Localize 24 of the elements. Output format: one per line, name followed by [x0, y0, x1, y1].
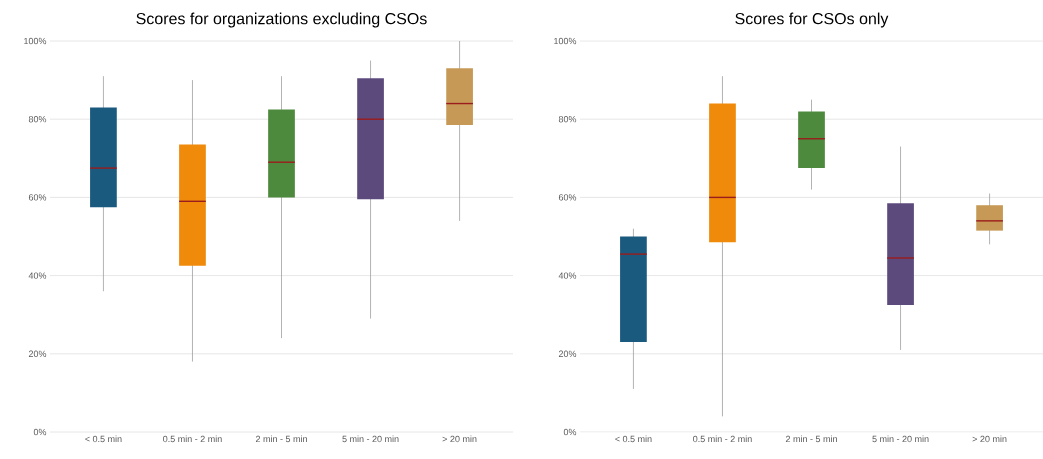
- x-tick-label: 5 min - 20 min: [872, 435, 929, 443]
- y-tick-label: 80%: [558, 116, 577, 123]
- y-tick-label: 60%: [558, 194, 577, 201]
- y-tick-label: 40%: [28, 272, 47, 279]
- x-tick-label: < 0.5 min: [615, 435, 652, 443]
- y-tick-label: 20%: [28, 350, 47, 357]
- y-tick-label: 0%: [33, 428, 47, 436]
- y-tick-label: 100%: [554, 37, 577, 45]
- y-tick-label: 60%: [28, 194, 47, 201]
- x-tick-label: > 20 min: [972, 435, 1007, 443]
- x-tick-label: 0.5 min - 2 min: [693, 435, 752, 443]
- x-tick-label: 2 min - 5 min: [785, 435, 837, 443]
- x-tick-label: 2 min - 5 min: [255, 435, 307, 443]
- x-tick-label: > 20 min: [442, 435, 477, 443]
- y-tick-label: 100%: [24, 37, 47, 45]
- y-tick-label: 40%: [558, 272, 577, 279]
- y-tick-label: 20%: [558, 350, 577, 357]
- y-tick-label: 0%: [563, 428, 577, 436]
- y-tick-label: 80%: [28, 116, 47, 123]
- chart-title: Scores for organizations excluding CSOs: [136, 12, 427, 28]
- x-tick-label: 0.5 min - 2 min: [163, 435, 222, 443]
- chart-title: Scores for CSOs only: [735, 12, 889, 28]
- x-tick-label: < 0.5 min: [85, 435, 122, 443]
- x-tick-label: 5 min - 20 min: [342, 435, 399, 443]
